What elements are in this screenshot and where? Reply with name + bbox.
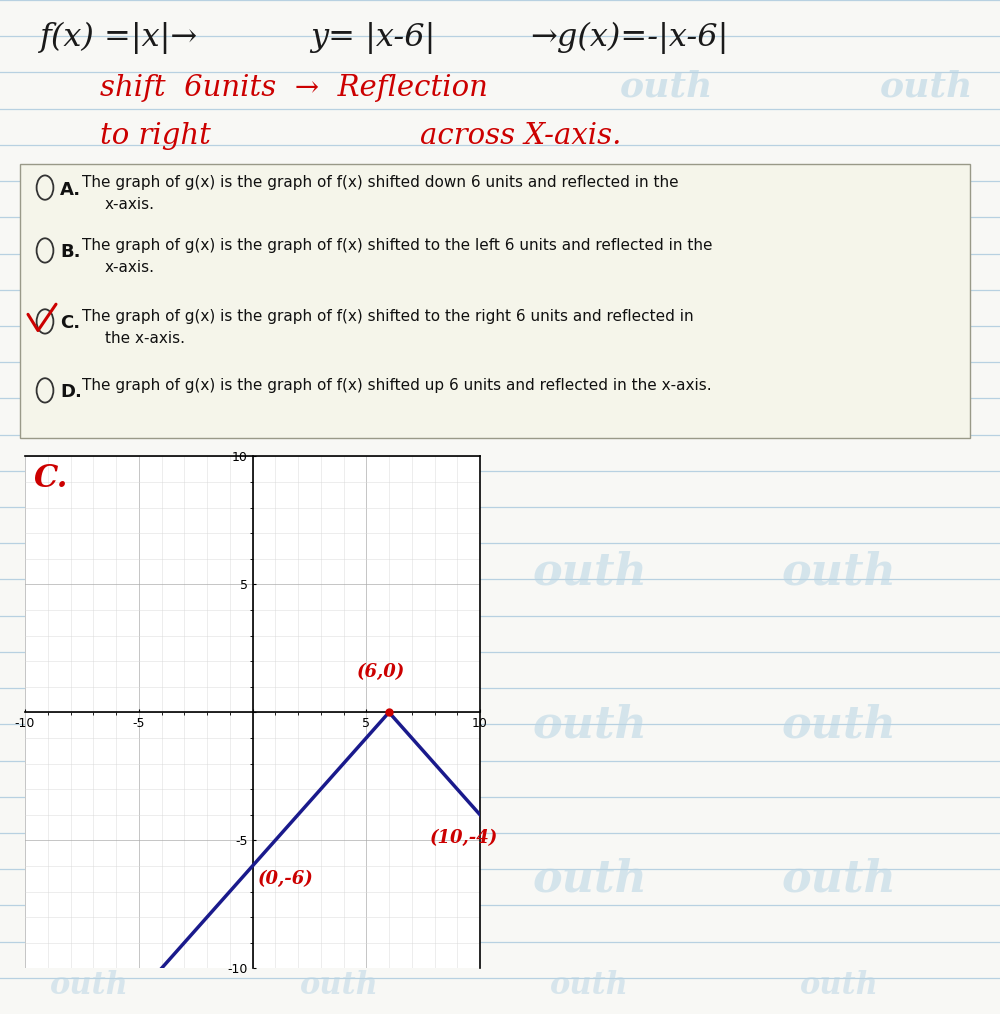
Text: x-axis.: x-axis. bbox=[105, 261, 155, 275]
Bar bbox=[20, 164, 970, 438]
Text: outh: outh bbox=[170, 277, 263, 311]
Text: D.: D. bbox=[60, 383, 82, 402]
Text: The graph of g(x) is the graph of f(x) shifted to the left 6 units and reflected: The graph of g(x) is the graph of f(x) s… bbox=[82, 238, 712, 252]
Text: →g(x)=-|x-6|: →g(x)=-|x-6| bbox=[530, 21, 728, 54]
Text: outh: outh bbox=[800, 969, 879, 1001]
Text: outh: outh bbox=[50, 969, 129, 1001]
Text: outh: outh bbox=[880, 277, 973, 311]
Text: The graph of g(x) is the graph of f(x) shifted up 6 units and reflected in the x: The graph of g(x) is the graph of f(x) s… bbox=[82, 378, 712, 392]
Text: (6,0): (6,0) bbox=[357, 662, 405, 680]
Text: C.: C. bbox=[34, 463, 68, 494]
Text: outh: outh bbox=[420, 363, 513, 397]
Text: shift  6units  →  Reflection: shift 6units → Reflection bbox=[100, 74, 488, 102]
Text: outh: outh bbox=[170, 363, 263, 397]
Text: outh: outh bbox=[680, 277, 773, 311]
Text: C.: C. bbox=[60, 314, 80, 333]
Text: to right: to right bbox=[100, 122, 211, 150]
Text: outh: outh bbox=[620, 69, 713, 103]
Text: x-axis.: x-axis. bbox=[105, 198, 155, 212]
Text: (10,-4): (10,-4) bbox=[430, 828, 498, 847]
Text: outh: outh bbox=[532, 551, 647, 593]
Text: outh: outh bbox=[680, 363, 773, 397]
Text: (0,-6): (0,-6) bbox=[258, 870, 314, 888]
Text: y= |x-6|: y= |x-6| bbox=[310, 21, 435, 54]
Text: outh: outh bbox=[782, 704, 896, 747]
Text: outh: outh bbox=[420, 277, 513, 311]
Text: B.: B. bbox=[60, 243, 80, 262]
Text: f(x) =|x|→: f(x) =|x|→ bbox=[40, 21, 198, 54]
Text: across X-axis.: across X-axis. bbox=[420, 122, 621, 150]
Text: outh: outh bbox=[532, 704, 647, 747]
Text: outh: outh bbox=[300, 969, 379, 1001]
Text: the x-axis.: the x-axis. bbox=[105, 332, 185, 346]
Text: outh: outh bbox=[880, 69, 973, 103]
Text: The graph of g(x) is the graph of f(x) shifted down 6 units and reflected in the: The graph of g(x) is the graph of f(x) s… bbox=[82, 175, 679, 190]
Text: The graph of g(x) is the graph of f(x) shifted to the right 6 units and reflecte: The graph of g(x) is the graph of f(x) s… bbox=[82, 309, 694, 323]
Text: outh: outh bbox=[782, 551, 896, 593]
Text: A.: A. bbox=[60, 180, 81, 199]
Text: outh: outh bbox=[532, 858, 647, 900]
Text: outh: outh bbox=[550, 969, 629, 1001]
Text: outh: outh bbox=[782, 858, 896, 900]
